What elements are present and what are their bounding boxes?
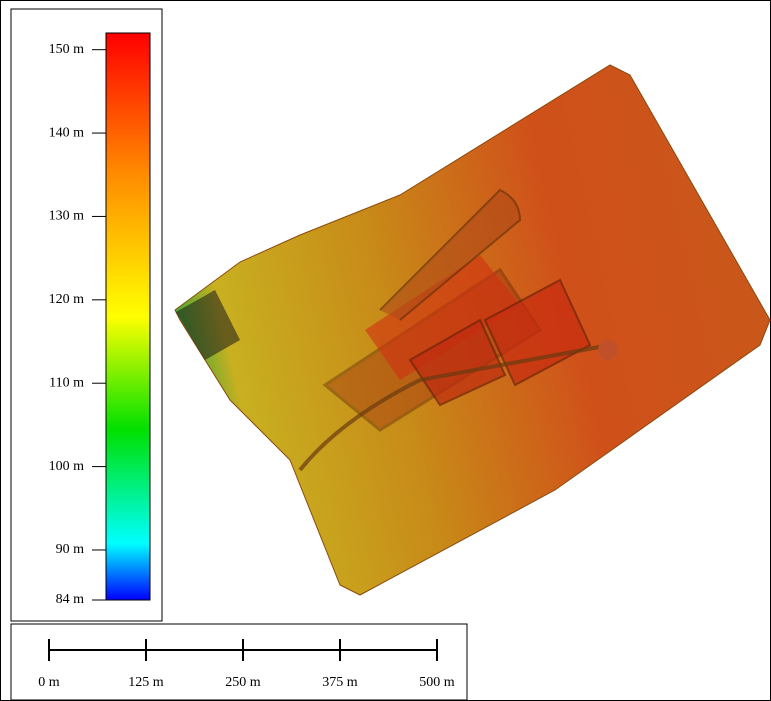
scale-tick-label: 250 m <box>225 675 261 690</box>
legend-tick-label: 120 m <box>49 292 85 307</box>
legend-tick-label: 90 m <box>56 542 85 557</box>
scale-tick-label: 375 m <box>322 675 358 690</box>
color-bar <box>106 33 150 600</box>
legend-tick-label: 100 m <box>49 459 85 474</box>
map-view: 84 m 90 m 100 m 110 m 120 m 130 m 140 m 150 m 0 … <box>0 0 771 701</box>
legend-tick-label: 150 m <box>49 42 85 57</box>
scale-tick-label: 0 m <box>38 675 60 690</box>
scale-tick-label: 500 m <box>419 675 455 690</box>
scale-tick-label: 125 m <box>128 675 164 690</box>
legend-tick-label: 84 m <box>56 592 85 607</box>
legend-tick-label: 140 m <box>49 125 85 140</box>
legend-tick-label: 130 m <box>49 209 85 224</box>
elevation-map <box>175 65 770 595</box>
legend-tick-label: 110 m <box>49 375 84 390</box>
